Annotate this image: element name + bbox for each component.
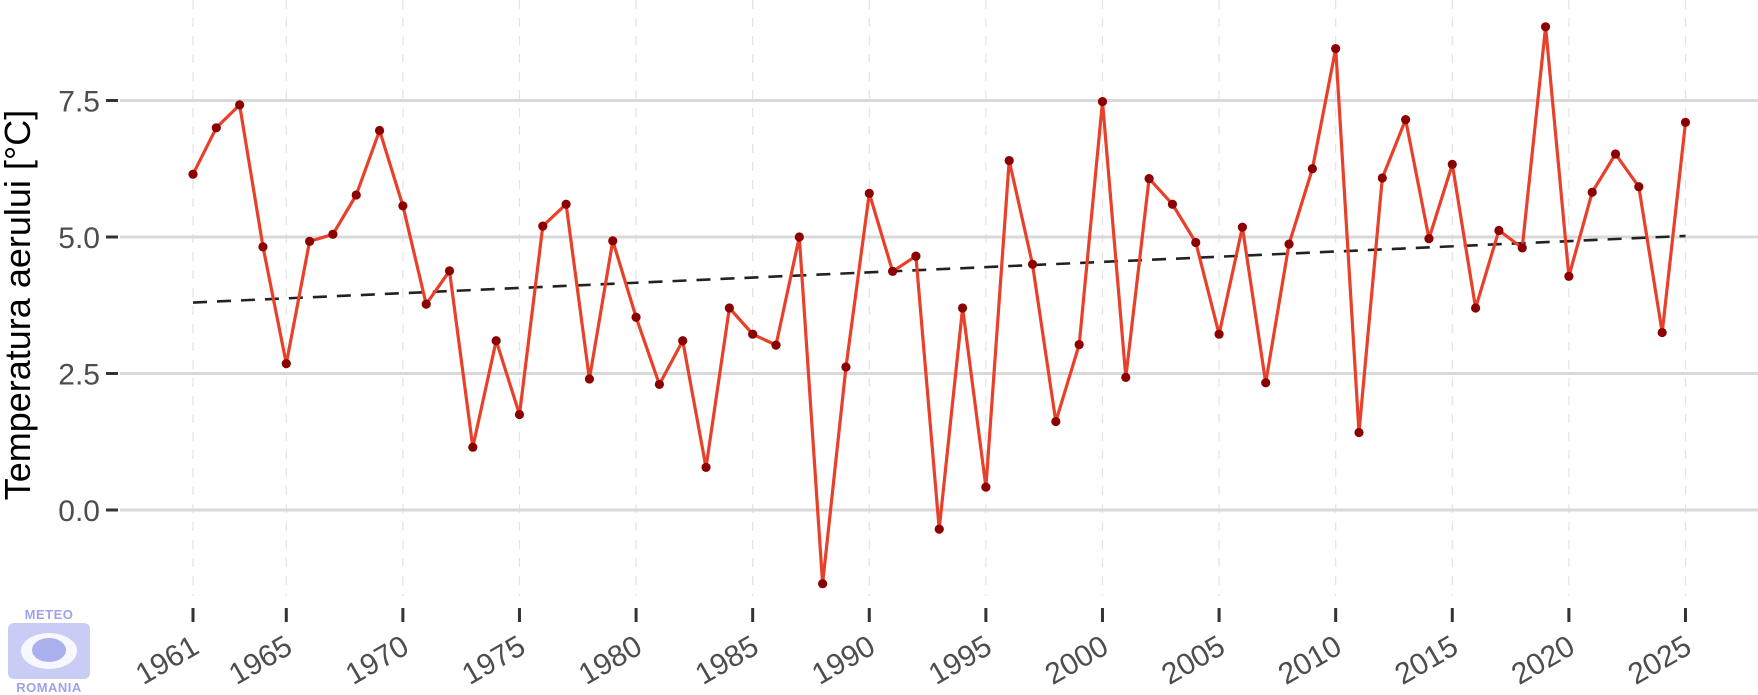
data-point-1986 xyxy=(771,340,781,350)
data-point-2014 xyxy=(1424,234,1434,244)
data-point-1984 xyxy=(724,303,734,313)
data-point-1971 xyxy=(421,299,431,309)
data-point-1961 xyxy=(188,169,198,179)
data-point-2006 xyxy=(1237,222,1247,232)
data-point-2015 xyxy=(1447,159,1457,169)
y-tick-label-7.5: 7.5 xyxy=(58,86,100,119)
logo-top-text: METEO xyxy=(25,607,74,622)
data-point-1985 xyxy=(748,329,758,339)
data-point-2008 xyxy=(1284,239,1294,249)
y-axis-title: Temperatura aerului [°C] xyxy=(0,110,38,501)
data-point-1999 xyxy=(1074,339,1084,350)
y-tick-label-0.0: 0.0 xyxy=(58,495,100,528)
data-point-2007 xyxy=(1261,378,1271,388)
data-point-1977 xyxy=(561,199,571,209)
data-point-1976 xyxy=(538,221,548,231)
data-point-1969 xyxy=(374,125,385,136)
data-point-1974 xyxy=(491,336,501,346)
data-point-2009 xyxy=(1307,164,1317,174)
data-point-1996 xyxy=(1004,155,1014,166)
x-tick-label-2020: 2020 xyxy=(1506,629,1580,691)
data-point-1963 xyxy=(235,100,245,110)
trend-line xyxy=(192,234,1686,304)
data-point-1964 xyxy=(258,242,268,252)
data-point-2000 xyxy=(1097,96,1108,107)
data-point-2002 xyxy=(1144,173,1154,184)
data-point-1998 xyxy=(1051,416,1061,427)
x-tick-label-2015: 2015 xyxy=(1389,629,1463,691)
data-point-1979 xyxy=(608,236,618,246)
data-point-2018 xyxy=(1517,243,1527,253)
x-tick-label-1975: 1975 xyxy=(457,629,531,691)
x-tick-label-1961: 1961 xyxy=(130,629,204,691)
x-tick-label-1980: 1980 xyxy=(573,629,647,691)
data-point-2021 xyxy=(1587,187,1597,197)
data-point-2003 xyxy=(1167,199,1178,209)
data-point-1975 xyxy=(514,409,525,420)
data-point-1982 xyxy=(678,336,688,346)
x-tick-label-2005: 2005 xyxy=(1156,629,1230,691)
data-point-1978 xyxy=(584,374,595,384)
data-point-1990 xyxy=(864,188,874,198)
x-tick-label-1985: 1985 xyxy=(690,629,764,691)
data-point-2024 xyxy=(1657,327,1667,338)
data-point-1992 xyxy=(911,251,921,261)
data-point-2016 xyxy=(1471,303,1481,313)
data-point-1972 xyxy=(444,266,455,276)
data-point-2025 xyxy=(1680,117,1691,127)
x-tick-label-1990: 1990 xyxy=(806,629,880,691)
axis-layer: 1961 1965 1970 1975 1980 1985 1990 1995 2000 2005… xyxy=(58,86,1697,692)
meteo-romania-logo: METEO ROMANIA xyxy=(8,607,90,695)
data-point-1970 xyxy=(398,201,408,211)
data-point-2017 xyxy=(1494,225,1504,236)
series-line-0 xyxy=(191,25,1688,586)
x-tick-label-1965: 1965 xyxy=(223,629,297,691)
data-point-2010 xyxy=(1331,44,1341,54)
x-tick-label-2000: 2000 xyxy=(1040,629,1114,691)
data-point-1967 xyxy=(328,229,338,239)
data-point-1989 xyxy=(841,362,851,372)
data-point-2011 xyxy=(1354,427,1364,438)
x-tick-label-2010: 2010 xyxy=(1273,629,1347,691)
logo-bottom-text: ROMANIA xyxy=(16,680,82,695)
data-point-2019 xyxy=(1540,22,1551,32)
data-point-1983 xyxy=(701,462,711,473)
data-point-1995 xyxy=(981,482,991,492)
data-point-1987 xyxy=(794,232,804,242)
data-point-1991 xyxy=(888,266,898,276)
data-point-1980 xyxy=(631,312,641,322)
trend-layer xyxy=(192,234,1686,304)
data-point-1997 xyxy=(1027,259,1038,269)
data-point-2020 xyxy=(1564,271,1574,281)
data-point-1981 xyxy=(654,379,665,390)
data-point-1994 xyxy=(957,303,968,313)
data-point-2001 xyxy=(1121,372,1131,382)
data-point-1968 xyxy=(351,190,361,200)
y-tick-label-5.0: 5.0 xyxy=(58,222,100,255)
data-point-2012 xyxy=(1377,173,1387,183)
data-point-2005 xyxy=(1214,329,1224,339)
data-point-2023 xyxy=(1634,182,1644,192)
data-point-2013 xyxy=(1401,115,1411,125)
data-point-1966 xyxy=(305,236,315,246)
data-point-1965 xyxy=(281,359,291,369)
data-point-1988 xyxy=(818,579,828,589)
x-tick-label-1995: 1995 xyxy=(923,629,997,691)
data-point-1962 xyxy=(211,123,221,133)
grid-layer xyxy=(120,0,1758,596)
x-tick-label-2025: 2025 xyxy=(1623,629,1697,691)
marker-layer xyxy=(188,22,1691,589)
series-layer xyxy=(191,25,1688,586)
logo-sun-core xyxy=(32,638,66,662)
data-point-1993 xyxy=(934,524,944,534)
data-point-2004 xyxy=(1191,237,1201,248)
y-tick-label-2.5: 2.5 xyxy=(58,359,100,392)
x-tick-label-1970: 1970 xyxy=(340,629,414,691)
data-point-2022 xyxy=(1610,149,1621,159)
data-point-1973 xyxy=(468,442,478,452)
